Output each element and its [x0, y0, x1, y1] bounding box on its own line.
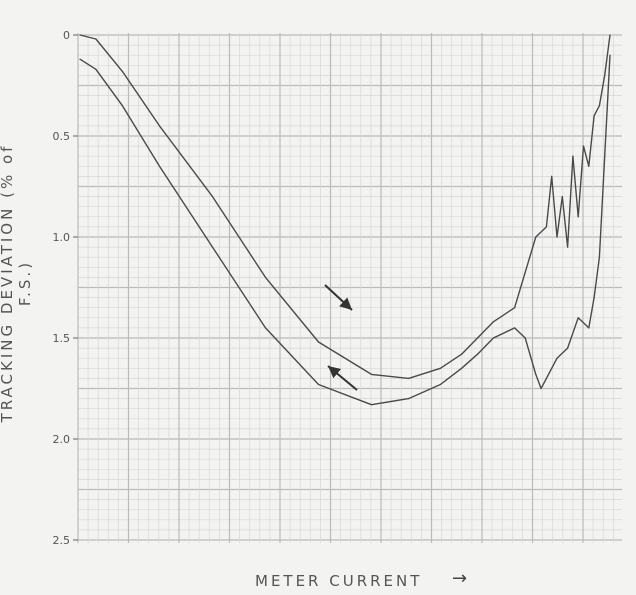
y-tick-label: 2.5 [53, 534, 71, 547]
y-tick-label: 0.5 [53, 130, 71, 143]
series-line-increasing [79, 34, 611, 380]
series-point [593, 297, 595, 299]
series-point [476, 337, 479, 339]
series-point [514, 327, 516, 329]
series-point [588, 327, 590, 329]
series-point [582, 145, 585, 147]
series-point [79, 34, 81, 36]
y-tick-label: 1.5 [53, 332, 71, 345]
series-point [79, 58, 81, 60]
series-point [588, 165, 590, 167]
series-point [604, 155, 606, 157]
grid [77, 33, 622, 543]
series-point [556, 357, 558, 359]
series-point [572, 155, 574, 157]
series-point [593, 115, 595, 117]
series-point [609, 54, 611, 56]
series-group [79, 34, 611, 406]
series-point [545, 377, 548, 379]
series-point [567, 246, 569, 248]
x-direction-arrow: → [452, 568, 468, 589]
series-point [121, 70, 123, 72]
series-point [540, 387, 542, 390]
series-point [609, 34, 611, 36]
series-point [577, 317, 579, 319]
series-point [545, 226, 548, 228]
x-axis-label: METER CURRENT [255, 572, 423, 590]
series-point [158, 165, 161, 167]
arrow-increasing [324, 284, 353, 311]
series-point [492, 321, 494, 323]
series-point [211, 246, 214, 248]
series-point [524, 337, 526, 339]
y-tick-label: 2.0 [53, 433, 71, 446]
series-point [567, 347, 569, 349]
arrow-annotations [324, 284, 358, 391]
arrow-decreasing [327, 365, 358, 391]
series-point [476, 353, 479, 355]
y-ticks: 0 0.5 1.0 1.5 2.0 2.5 [53, 29, 78, 547]
series-point [598, 105, 601, 107]
series-point [317, 383, 320, 386]
series-line-decreasing [79, 55, 611, 406]
series-point [461, 367, 463, 369]
series-point [370, 373, 373, 375]
series-point [121, 105, 123, 107]
series-point [604, 74, 606, 76]
series-point [551, 175, 553, 177]
series-point [514, 307, 516, 309]
series-point [561, 196, 563, 198]
series-point [492, 337, 494, 339]
series-point [556, 236, 558, 238]
y-tick-label: 0 [63, 29, 70, 42]
series-point [317, 341, 320, 343]
series-point [535, 236, 537, 238]
series-point [598, 256, 601, 258]
series-point [439, 383, 441, 386]
series-point [577, 216, 579, 218]
series-point [370, 404, 373, 406]
series-point [408, 377, 410, 379]
series-point [439, 367, 441, 369]
y-tick-label: 1.0 [53, 231, 71, 244]
series-point [158, 125, 161, 127]
series-point [95, 38, 97, 40]
series-point [535, 373, 537, 375]
series-point [264, 327, 267, 329]
series-point [264, 276, 267, 278]
series-point [211, 196, 214, 198]
series-point [95, 68, 97, 70]
series-point [461, 353, 463, 355]
series-point [408, 398, 410, 400]
y-axis-label: TRACKING DEVIATION (% of F.S.) [0, 143, 34, 423]
